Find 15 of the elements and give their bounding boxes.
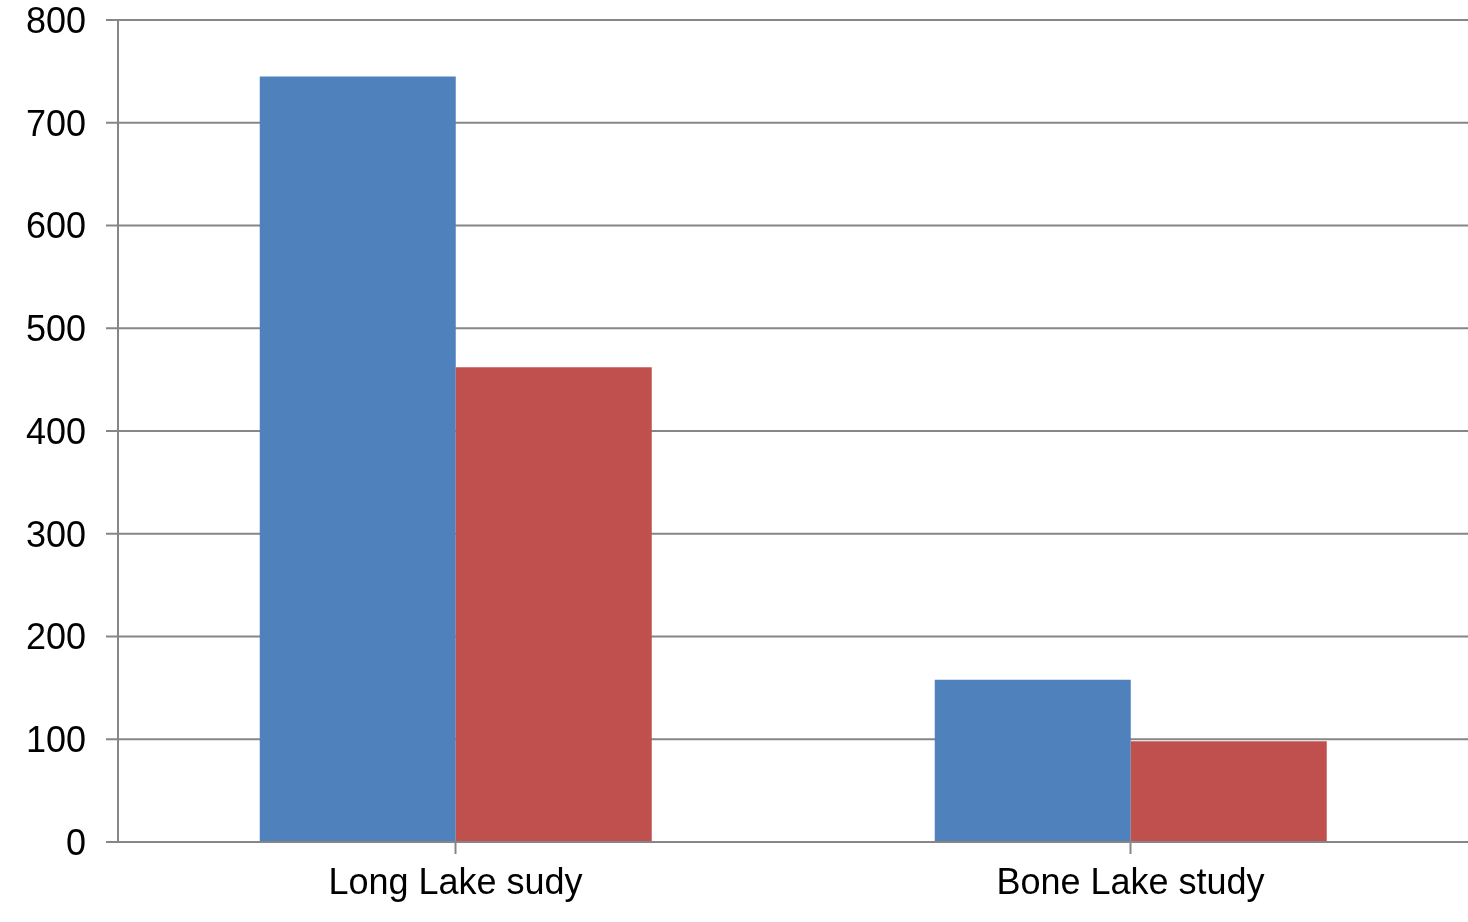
y-tick-label: 100 <box>25 719 86 761</box>
y-tick-label: 400 <box>25 410 86 452</box>
bar <box>934 679 1131 842</box>
x-tick-label: Bone Lake study <box>996 860 1265 902</box>
bar <box>259 76 456 842</box>
y-tick-label: 700 <box>25 102 86 144</box>
y-tick-label: 0 <box>65 821 86 863</box>
bar <box>455 367 652 842</box>
y-tick-label: 200 <box>25 616 86 658</box>
bar <box>1130 741 1327 842</box>
y-tick-label: 600 <box>25 205 86 247</box>
x-tick-label: Long Lake sudy <box>328 860 583 902</box>
y-tick-label: 500 <box>25 308 86 350</box>
y-tick-label: 800 <box>25 0 86 41</box>
y-tick-label: 300 <box>25 513 86 555</box>
